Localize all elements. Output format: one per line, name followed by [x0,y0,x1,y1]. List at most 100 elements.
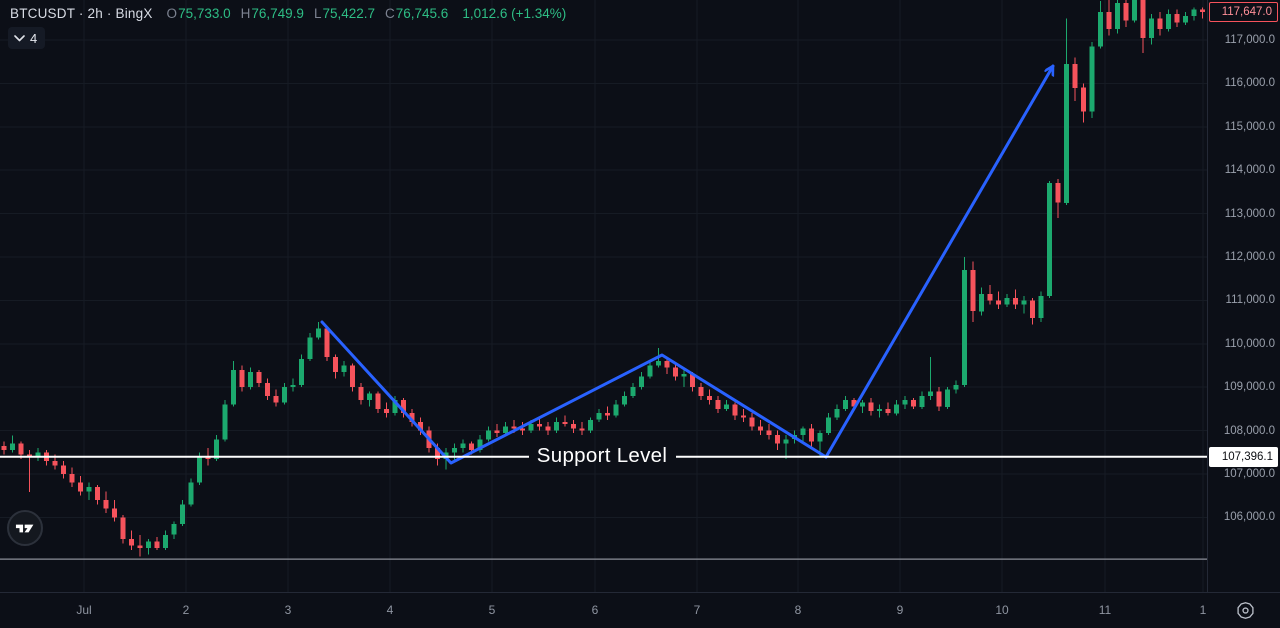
candle-body [129,539,134,546]
trend-zigzag-line[interactable] [320,320,828,465]
time-axis-label: 4 [386,603,394,617]
candle-body [1115,3,1120,30]
candle-body [222,404,228,440]
price-axis[interactable]: 117,000.0 116,000.0 115,000.0 114,000.0 113,… [1207,0,1280,592]
candle-body [392,400,398,414]
candle-body [647,365,653,377]
candle-body [613,404,619,416]
candle-body [588,419,593,431]
candle-body [885,408,891,414]
candle-body [1200,9,1205,12]
candle-body [52,461,58,466]
candle-body [996,300,1001,305]
candle-body [766,430,772,435]
candle-body [1123,3,1129,21]
object-tree-chip[interactable]: 4 [8,27,46,49]
candle-body [639,376,644,388]
candle-body [834,408,840,418]
tradingview-logo[interactable] [7,510,43,546]
candle-body [843,400,848,409]
candle-body [817,432,823,442]
candle-body [783,439,789,444]
candle-body [112,508,117,518]
up-arrow-line[interactable] [824,64,1055,459]
candle-body [1081,87,1086,112]
time-axis-label: 11 [1098,603,1112,617]
time-axis-label: 7 [693,603,701,617]
time-axis[interactable]: Jul 2 3 4 5 6 7 8 9 10 11 1 [0,592,1280,628]
candle-body [154,541,160,548]
candle-body [1064,63,1069,203]
candle-body [282,387,287,403]
price-axis-label: 114,000.0 [1224,164,1275,176]
candle-body [375,393,381,409]
candle-body [911,400,916,407]
price-axis-label: 109,000.0 [1223,381,1275,393]
candle-body [809,428,814,442]
candle-body [877,408,882,412]
candle-body [596,413,602,420]
price-axis-label: 108,000.0 [1223,425,1275,437]
candle-body [214,439,219,459]
candle-body [1055,183,1061,203]
axis-settings-button[interactable] [1234,599,1256,621]
candle-body [78,482,83,492]
ohlc-value: 75,733.0 [178,6,231,21]
candle-body [919,395,925,407]
candle-body [775,434,780,444]
candle-body [1030,300,1035,318]
last-price-tag: 117,647.0 [1209,2,1278,22]
candle-body [741,415,746,418]
candle-body [18,443,24,455]
candle-body [1098,11,1103,47]
symbol-title[interactable]: BTCUSDT · 2h · BingX [10,6,153,21]
candle-body [239,369,245,388]
candle-body [1004,298,1010,305]
candle-body [715,400,721,409]
candle-body [928,391,933,396]
price-axis-label: 113,000.0 [1224,208,1275,220]
support-level-label[interactable]: Support Level [536,444,668,467]
candle-body [511,426,517,429]
candle-body [120,517,126,540]
candle-body [622,395,627,405]
candle-body [418,421,423,431]
time-axis-label: 9 [896,603,904,617]
candle-body [1191,9,1197,17]
candle-body [341,365,347,372]
candle-body [231,369,236,405]
candle-body [1072,63,1078,88]
candle-body [316,328,321,338]
price-axis-label: 107,000.0 [1223,468,1275,480]
candle-body [333,356,338,372]
ohlc-value: 76,745.6 [395,6,449,21]
candle-body [1038,296,1044,318]
candle-body [758,426,763,431]
candle-body [197,456,202,483]
candle-body [27,454,32,457]
candle-body [256,372,262,383]
candle-body [630,387,636,396]
candle-body [962,270,967,385]
candle-body [299,359,304,385]
candle-body [732,404,738,416]
candle-body [1183,16,1188,23]
candle-body [749,417,755,427]
price-axis-label: 116,000.0 [1224,77,1275,89]
candle-body [1013,298,1018,305]
ohlc-value: 76,749.9 [251,6,304,21]
price-axis-label: 112,000.0 [1224,251,1275,263]
candle-body [69,474,75,483]
candle-body [103,500,109,509]
candle-body [987,293,993,301]
candle-body [1157,18,1163,30]
candle-body [894,404,899,414]
candle-body [1106,11,1112,30]
candle-body [358,387,364,401]
candle-body [868,402,874,412]
candle-body [1174,14,1180,23]
candle-body [188,482,194,505]
candle-body [1166,14,1171,30]
